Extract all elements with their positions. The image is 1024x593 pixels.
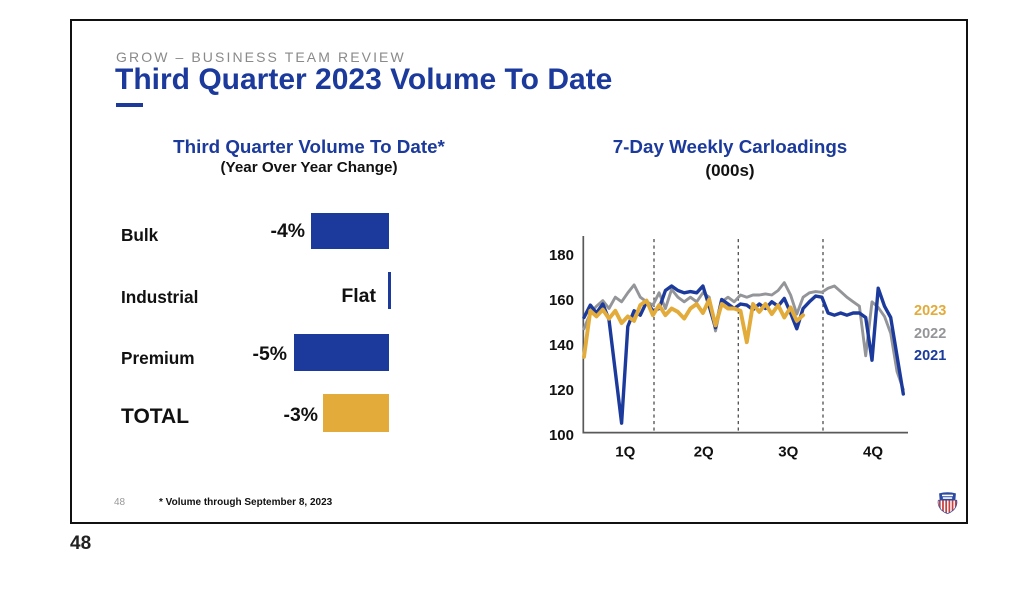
svg-text:160: 160 — [549, 292, 574, 309]
svg-text:140: 140 — [549, 337, 574, 354]
svg-text:1Q: 1Q — [615, 444, 635, 461]
svg-text:3Q: 3Q — [778, 444, 798, 461]
svg-text:2Q: 2Q — [694, 444, 714, 461]
svg-text:100: 100 — [549, 427, 574, 444]
svg-text:180: 180 — [549, 247, 574, 264]
svg-text:120: 120 — [549, 382, 574, 399]
svg-text:4Q: 4Q — [863, 444, 883, 461]
